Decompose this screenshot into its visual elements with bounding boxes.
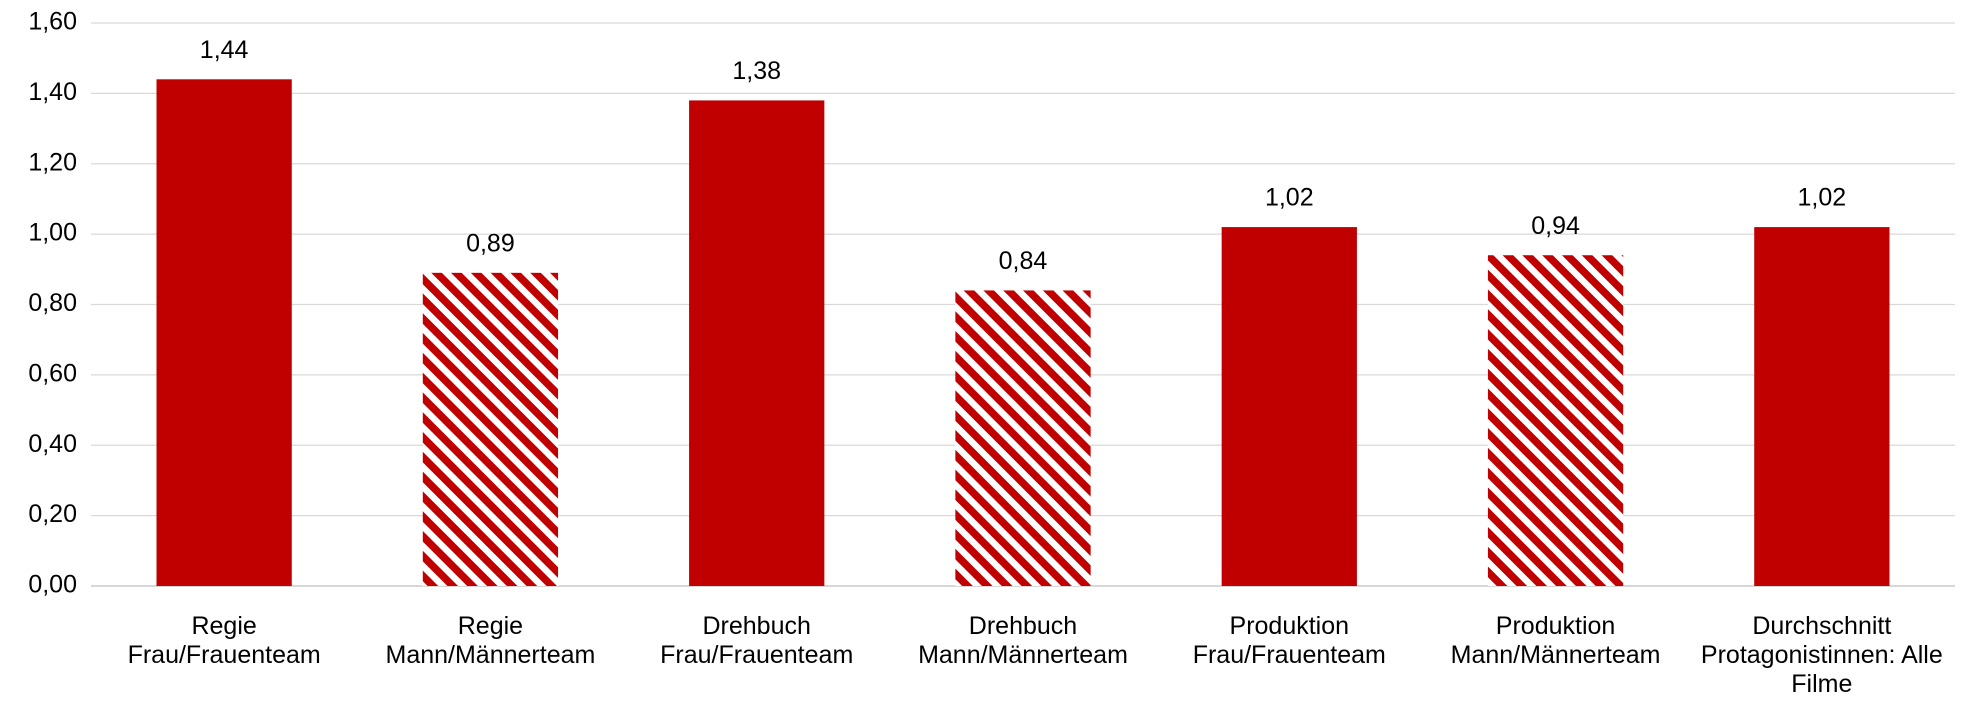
x-tick-label: Produktion Mann/Männerteam <box>1450 612 1661 669</box>
y-tick-label: 0,40 <box>28 430 77 458</box>
value-label: 1,02 <box>1265 184 1314 212</box>
y-tick-label: 0,80 <box>28 289 77 317</box>
value-label: 1,38 <box>732 57 781 85</box>
bar <box>1754 227 1890 586</box>
x-tick-label: Produktion Frau/Frauenteam <box>1192 612 1386 669</box>
x-tick-label: Drehbuch Frau/Frauenteam <box>660 612 854 669</box>
x-tick-label: Regie Mann/Männerteam <box>385 612 596 669</box>
value-label: 1,44 <box>200 36 249 64</box>
value-label: 0,94 <box>1531 212 1580 240</box>
value-label: 0,89 <box>466 229 515 257</box>
y-tick-label: 1,40 <box>28 78 77 106</box>
bar <box>955 290 1091 586</box>
bar <box>689 100 825 586</box>
bar <box>1221 227 1357 586</box>
bar <box>156 79 292 587</box>
bar <box>1487 255 1624 587</box>
value-label: 1,02 <box>1798 184 1847 212</box>
y-tick-label: 1,20 <box>28 148 77 176</box>
x-tick-label: Drehbuch Mann/Männerteam <box>918 612 1128 669</box>
bar <box>422 272 559 586</box>
y-tick-label: 0,20 <box>28 500 77 528</box>
y-tick-label: 0,00 <box>28 571 77 599</box>
x-tick-label: Durchschnitt Protagonistinnen: Alle Film… <box>1700 612 1943 698</box>
y-tick-label: 0,60 <box>28 359 77 387</box>
x-tick-label: Regie Frau/Frauenteam <box>127 612 321 669</box>
y-tick-label: 1,60 <box>28 8 77 36</box>
y-tick-label: 1,00 <box>28 219 77 247</box>
value-label: 0,84 <box>999 247 1048 275</box>
